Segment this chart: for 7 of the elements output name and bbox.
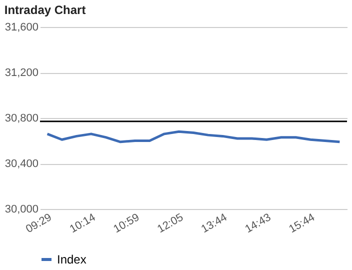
chart-title: Intraday Chart [4,3,86,17]
y-tick-label: 31,200 [4,67,38,79]
line-series [46,130,341,144]
y-tick-label: 30,400 [4,158,38,170]
y-tick-label: 30,800 [4,112,38,124]
y-tick-label: 31,600 [4,22,38,34]
legend-label: Index [57,252,86,266]
